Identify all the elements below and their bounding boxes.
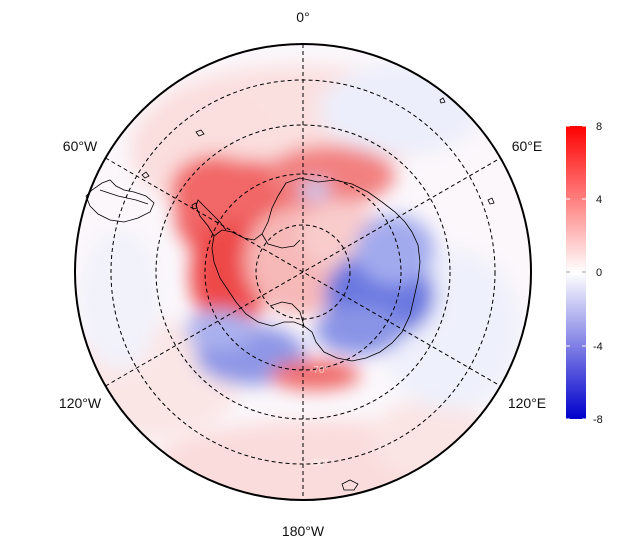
meridian-label-120e: 120°E xyxy=(508,395,546,411)
meridian-label-120w: 120°W xyxy=(59,395,102,411)
coastlines xyxy=(85,97,495,491)
anomaly-field xyxy=(75,65,520,500)
colorbar-gradient xyxy=(566,126,586,419)
colorbar-tick-label: -8 xyxy=(593,414,603,426)
meridian-label-0: 0° xyxy=(296,9,309,25)
faint-lat-label: -70° xyxy=(310,365,328,376)
map-border xyxy=(74,43,532,501)
colorbar-tick-label: 8 xyxy=(596,121,602,133)
colorbar-tick-label: -4 xyxy=(593,341,603,353)
faint-lat-label: -50° xyxy=(310,458,328,469)
graticule xyxy=(105,44,501,500)
colorbar-tick-label: 4 xyxy=(596,194,602,206)
meridian-label-180w: 180°W xyxy=(282,523,325,539)
meridian-label-60w: 60°W xyxy=(63,138,98,154)
colorbar: 8 4 0 -4 -8 xyxy=(566,121,603,426)
colorbar-tick-label: 0 xyxy=(596,267,602,279)
meridian-label-60e: 60°E xyxy=(512,138,543,154)
